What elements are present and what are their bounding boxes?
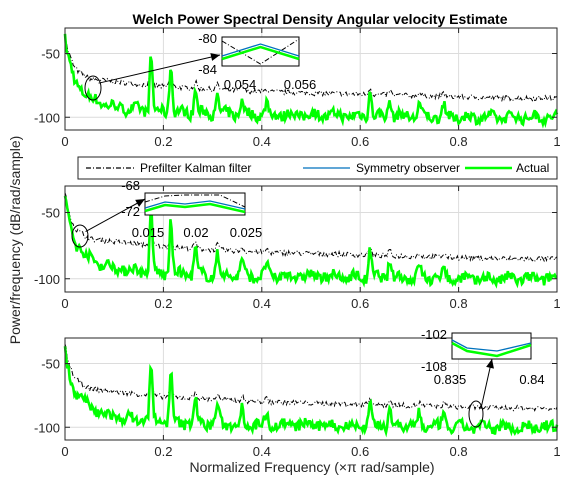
x-tick-label: 0.6 [351,134,369,149]
inset-series-actual [221,45,300,61]
x-tick-label: 0.4 [253,134,271,149]
zoom-arrow-head [135,199,145,207]
inset-y-tick-label: -80 [198,31,217,46]
y-tick-label: -50 [41,357,60,372]
inset-x-tick-label: 0.056 [284,77,317,92]
x-tick-label: 0 [61,444,68,459]
inset-x-tick-label: 0.835 [434,372,467,387]
zoom-region-marker [84,75,102,101]
inset-x-tick-label: 0.025 [230,225,263,240]
axes-box [64,27,558,131]
legend-label: Actual [516,161,549,175]
series-prefilter-kalman [64,343,558,412]
inset-box [144,192,246,216]
x-tick-label: 1 [553,134,560,149]
x-tick-label: 0.8 [450,296,468,311]
zoom-region-marker [71,224,89,248]
x-tick-label: 0.2 [154,296,172,311]
inset-series-symmetry-observer [451,339,532,352]
zoom-arrow-head [486,359,494,369]
x-tick-label: 0.4 [253,296,271,311]
x-tick-label: 0.6 [351,444,369,459]
y-tick-label: -100 [34,272,60,287]
inset-y-tick-label: -84 [198,62,217,77]
inset-y-tick-label: -102 [421,327,447,342]
inset-y-tick-label: -68 [121,178,140,193]
series-actual [63,195,558,289]
inset-series-symmetry-observer [221,43,300,57]
x-tick-label: 0.2 [154,444,172,459]
zoom-arrow [85,198,146,233]
inset-series-actual [451,341,532,358]
legend-label: Symmetry observer [356,161,460,175]
inset-y-tick-label: -108 [421,359,447,374]
inset-series-symmetry-observer [144,200,246,210]
axes-box [64,337,558,441]
y-axis-label: Power/frequency (dB/rad/sample) [7,136,23,345]
x-axis-label: Normalized Frequency (×π rad/sample) [189,459,434,475]
inset-y-tick-label: -72 [121,204,140,219]
x-tick-label: 0.8 [450,134,468,149]
legend-label: Prefilter Kalman filter [140,161,251,175]
zoom-arrow [98,54,221,84]
inset-x-tick-label: 0.84 [519,372,544,387]
inset-x-tick-label: 0.02 [183,225,208,240]
y-tick-label: -100 [34,110,60,125]
x-tick-label: 0.6 [351,296,369,311]
y-tick-label: -100 [34,420,60,435]
x-tick-label: 1 [553,296,560,311]
series-actual [63,33,559,129]
inset-1: -80 -84 0.054 0.056 [84,31,317,101]
inset-series-prefilter-kalman [221,38,300,65]
inset-series-prefilter-kalman [144,194,246,208]
y-tick-label: -50 [41,47,60,62]
zoom-region-marker [468,400,484,428]
zoom-arrow-head [210,53,220,61]
series-prefilter-kalman [64,34,558,103]
inset-box [221,36,300,67]
series-prefilter-kalman [64,192,558,263]
x-tick-label: 1 [553,444,560,459]
axes-box [64,185,558,293]
x-tick-label: 0.2 [154,134,172,149]
x-tick-label: 0.8 [450,444,468,459]
legend: Prefilter Kalman filter Symmetry observer… [77,156,558,180]
y-tick-label: -50 [41,206,60,221]
x-tick-label: 0.4 [253,444,271,459]
inset-x-tick-label: 0.015 [132,225,165,240]
x-tick-label: 0 [61,134,68,149]
chart-title: Welch Power Spectral Density Angular vel… [132,11,507,27]
inset-2: -68 -72 0.015 0.02 0.025 [71,178,263,248]
x-tick-label: 0 [61,296,68,311]
inset-series-actual [144,202,246,214]
inset-x-tick-label: 0.054 [224,77,257,92]
